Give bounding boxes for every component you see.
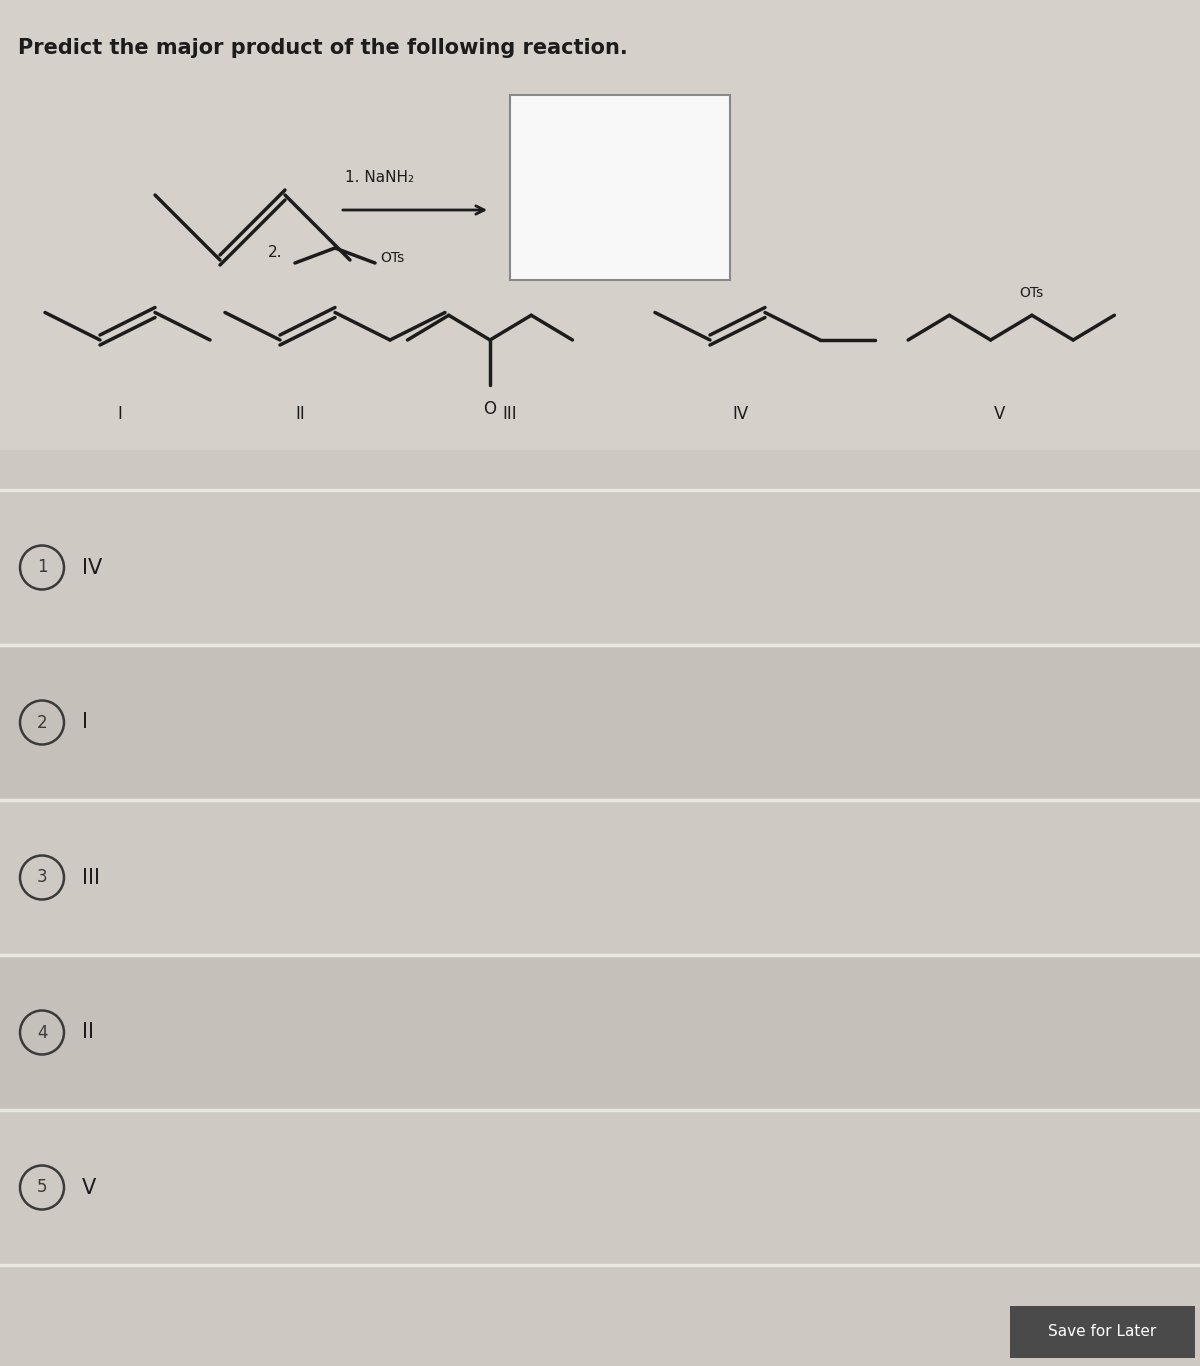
Bar [0,955,1200,1111]
Text: Predict the major product of the following reaction.: Predict the major product of the followi… [18,38,628,57]
Text: II: II [295,404,305,423]
Text: 3: 3 [37,869,47,887]
Bar [0,1111,1200,1265]
Text: III: III [82,867,100,888]
Text: 1. NaNH₂: 1. NaNH₂ [346,169,414,184]
Text: OTs: OTs [1020,287,1044,301]
Text: 5: 5 [37,1179,47,1197]
Text: Save for Later: Save for Later [1049,1325,1157,1340]
Bar [0,449,1200,581]
Bar [1010,1306,1195,1358]
Text: IV: IV [82,557,102,578]
Text: 2: 2 [37,713,47,732]
Text: I: I [82,713,88,732]
Text: V: V [995,404,1006,423]
Text: II: II [82,1023,94,1042]
Text: IV: IV [732,404,748,423]
Bar [0,490,1200,645]
Bar [0,645,1200,800]
Text: 2.: 2. [268,245,282,260]
Text: V: V [82,1177,96,1198]
Text: III: III [503,404,517,423]
Text: 4: 4 [37,1023,47,1041]
Text: O: O [484,400,497,418]
Text: OTs: OTs [380,251,404,265]
Bar [510,96,730,280]
Text: 1: 1 [37,559,47,576]
Text: I: I [118,404,122,423]
Bar [0,0,1200,449]
Bar [0,800,1200,955]
